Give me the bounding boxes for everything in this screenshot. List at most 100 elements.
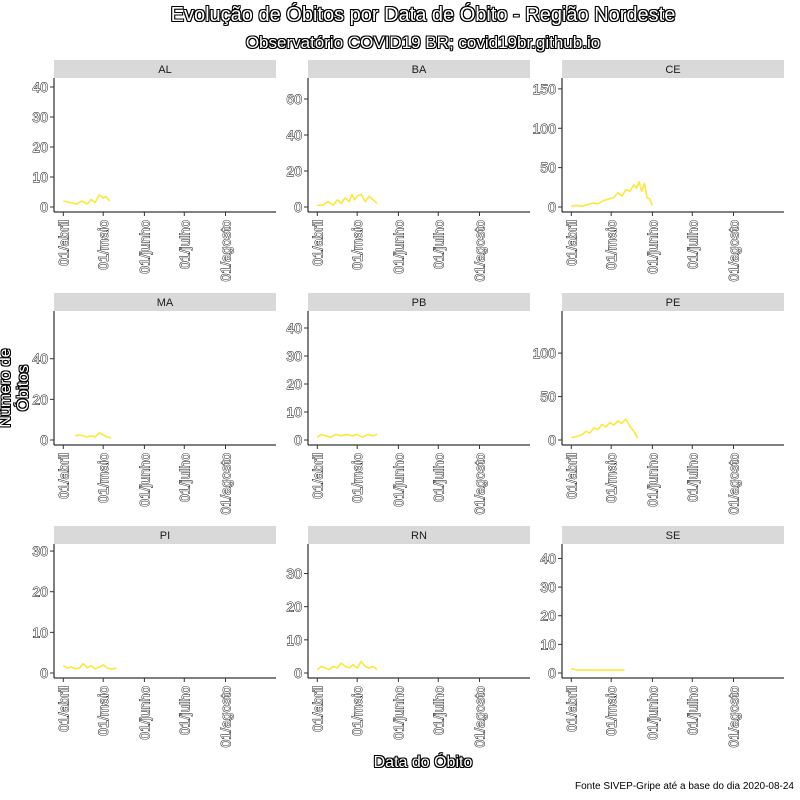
y-tick-label: 10 (286, 632, 302, 648)
series-line-ce (571, 181, 654, 207)
chart-subtitle: Observatório COVID19 BR; covid19br.githu… (245, 33, 601, 52)
x-tick-label: 01/agosto (725, 220, 741, 282)
x-tick-label: 01/abril (563, 453, 579, 499)
panel-strip (562, 526, 784, 544)
x-tick-label: 01/julho (430, 220, 446, 269)
x-tick-label: 01/agosto (725, 453, 741, 515)
y-tick-label: 10 (32, 169, 48, 185)
series-line-al (63, 194, 111, 205)
panel-strip-label: PE (666, 297, 681, 309)
y-tick-label: 100 (533, 345, 557, 361)
chart-title: Evolução de Óbitos por Data de Óbito - R… (170, 4, 676, 26)
x-tick-label: 01/maio (95, 453, 111, 503)
panel-strip-label: MA (157, 297, 174, 309)
x-tick-label: 01/agosto (471, 220, 487, 282)
y-tick-label: 0 (548, 199, 556, 215)
x-tick-label: 01/maio (603, 453, 619, 503)
y-tick-label: 30 (540, 579, 556, 595)
panel-strip (54, 60, 276, 78)
x-tick-label: 01/junho (644, 686, 660, 740)
series-line-pb (316, 433, 378, 439)
y-tick-label: 20 (32, 139, 48, 155)
source-note: Fonte SIVEP-Gripe até a base do dia 2020… (574, 781, 794, 792)
y-tick-label: 30 (32, 543, 48, 559)
y-tick-label: 0 (548, 665, 556, 681)
y-tick-label: 20 (286, 599, 302, 615)
x-tick-label: 01/agosto (217, 686, 233, 748)
y-tick-label: 150 (533, 81, 557, 97)
y-tick-label: 100 (533, 120, 557, 136)
x-tick-label: 01/julho (684, 686, 700, 735)
x-tick-label: 01/junho (644, 220, 660, 274)
x-tick-label: 01/junho (390, 453, 406, 507)
y-tick-label: 20 (32, 584, 48, 600)
x-tick-label: 01/agosto (217, 220, 233, 282)
x-tick-label: 01/julho (176, 220, 192, 269)
x-tick-label: 01/julho (430, 453, 446, 502)
panel-strip (308, 526, 530, 544)
y-tick-label: 40 (286, 127, 302, 143)
x-tick-label: 01/julho (684, 453, 700, 502)
x-tick-label: 01/junho (390, 220, 406, 274)
y-tick-label: 40 (32, 79, 48, 95)
x-tick-label: 01/abril (55, 220, 71, 266)
panel-rn: RN 0 10 20 30 01/abril 01/maio 01/junho 01/julho… (286, 526, 530, 748)
y-tick-label: 0 (294, 665, 302, 681)
x-tick-label: 01/agosto (471, 453, 487, 515)
y-tick-label: 20 (32, 391, 48, 407)
y-tick-label: 0 (40, 665, 48, 681)
panel-ma: MA 0 20 40 01/abril 01/maio 01/junho 01/julho 01… (32, 293, 276, 515)
x-tick-label: 01/junho (644, 453, 660, 507)
panel-strip (562, 60, 784, 78)
panel-strip-label: CE (665, 64, 680, 76)
x-tick-label: 01/julho (430, 686, 446, 735)
y-tick-label: 30 (286, 566, 302, 582)
panel-pi: PI 0 10 20 30 01/abril 01/maio 01/junho 01/julho… (32, 526, 276, 748)
x-tick-label: 01/abril (563, 686, 579, 732)
y-tick-label: 30 (32, 109, 48, 125)
panel-strip-label: PB (412, 297, 427, 309)
panel-strip (54, 526, 276, 544)
panel-strip (308, 60, 530, 78)
x-tick-label: 01/maio (349, 453, 365, 503)
y-tick-label: 30 (286, 348, 302, 364)
panel-pb: PB 0 10 20 30 40 01/abril 01/maio 01/junho 01/jul… (286, 293, 530, 515)
x-tick-label: 01/maio (349, 220, 365, 270)
panel-strip-label: AL (158, 64, 171, 76)
x-tick-label: 01/junho (136, 453, 152, 507)
panel-strip-label: RN (411, 530, 427, 542)
series-line-pi (62, 662, 117, 670)
series-line-ba (317, 193, 378, 206)
y-tick-label: 40 (286, 320, 302, 336)
x-tick-label: 01/abril (309, 686, 325, 732)
series-line-rn (316, 660, 378, 671)
y-tick-label: 20 (286, 376, 302, 392)
y-tick-label: 0 (294, 199, 302, 215)
x-tick-label: 01/abril (55, 453, 71, 499)
panel-ce: CE 0 50 100 150 01/abril 01/maio 01/junho 01/jul… (532, 60, 784, 282)
y-tick-label: 20 (286, 163, 302, 179)
x-tick-label: 01/junho (136, 220, 152, 274)
y-tick-label: 0 (548, 432, 556, 448)
panel-strip-label: SE (666, 530, 681, 542)
x-tick-label: 01/agosto (725, 686, 741, 748)
series-line-ma (75, 432, 112, 439)
x-tick-label: 01/maio (95, 220, 111, 270)
y-tick-label: 60 (286, 91, 302, 107)
series-line-pe (571, 418, 639, 439)
x-tick-label: 01/junho (136, 686, 152, 740)
y-tick-label: 10 (32, 624, 48, 640)
x-tick-label: 01/julho (684, 220, 700, 269)
y-tick-label: 20 (540, 608, 556, 624)
y-tick-label: 0 (40, 432, 48, 448)
x-tick-label: 01/maio (95, 686, 111, 736)
panel-strip (54, 293, 276, 311)
y-tick-label: 40 (540, 550, 556, 566)
y-tick-label: 0 (40, 199, 48, 215)
x-tick-label: 01/abril (309, 220, 325, 266)
x-tick-label: 01/agosto (217, 453, 233, 515)
y-axis-label: Número de Óbitos (0, 348, 32, 428)
x-tick-label: 01/julho (176, 453, 192, 502)
x-axis-label: Data do Óbito (373, 754, 473, 771)
